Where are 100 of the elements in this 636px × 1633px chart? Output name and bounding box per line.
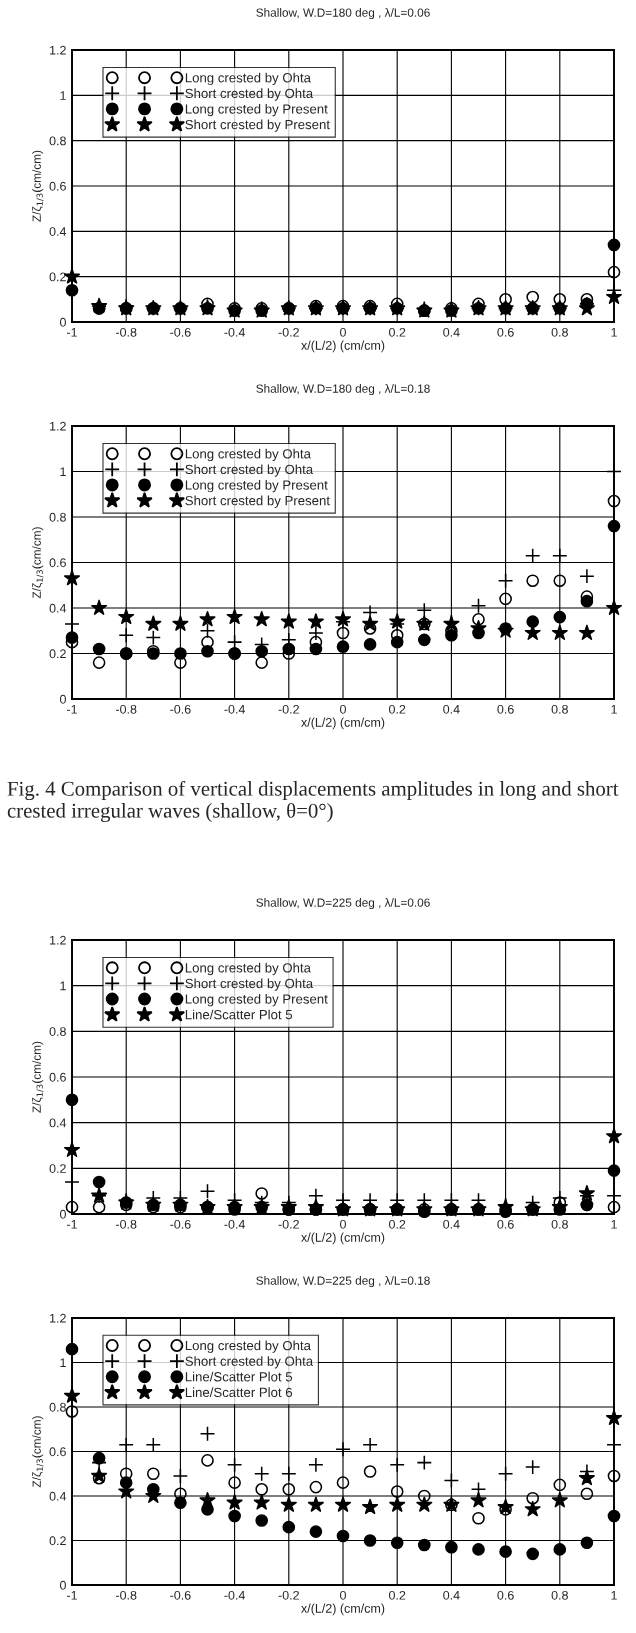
x-tick-label: 0 xyxy=(340,327,346,337)
chart-title: Shallow, W.D=225 deg , λ/L=0.06 xyxy=(256,898,430,910)
y-tick-label: 0.6 xyxy=(49,1072,66,1082)
legend-label: Short crested by Present xyxy=(185,495,330,508)
legend-label: Long crested by Ohta xyxy=(185,72,311,86)
chart-title: Shallow, W.D=225 deg , λ/L=0.18 xyxy=(256,1276,430,1288)
y-tick-label: 0.6 xyxy=(49,181,66,191)
x-tick-label: -1 xyxy=(67,1591,77,1600)
y-tick-label: 1.2 xyxy=(50,45,66,55)
x-tick-label: 0.4 xyxy=(443,1219,460,1229)
x-tick-label: -0.2 xyxy=(278,704,299,714)
y-tick-label: 0 xyxy=(59,694,66,704)
x-tick-label: 0.4 xyxy=(443,704,460,714)
y-tick-label: 0.2 xyxy=(49,272,66,282)
x-tick-label: -0.2 xyxy=(278,1590,299,1600)
x-axis-title: x/(L/2) (cm/cm) xyxy=(301,717,385,730)
x-tick-label: 1 xyxy=(611,705,617,714)
x-tick-label: 0.8 xyxy=(551,1219,568,1229)
x-tick-label: 1 xyxy=(611,328,617,337)
y-tick-label: 0 xyxy=(59,317,66,327)
x-tick-label: 0.8 xyxy=(551,327,568,337)
legend-label: Long crested by Ohta xyxy=(185,1340,311,1353)
y-axis-title: Z/ζ$_{1/3}$(cm/cm) xyxy=(32,150,44,222)
y-tick-label: 0.2 xyxy=(49,1536,66,1546)
y-tick-label: 0.4 xyxy=(49,1491,67,1501)
x-tick-label: 0.4 xyxy=(443,327,460,337)
legend-label: Line/Scatter Plot 5 xyxy=(185,1009,293,1020)
y-tick-label: 1.2 xyxy=(50,935,66,945)
x-tick-label: 0.6 xyxy=(497,704,514,714)
y-axis-title: Z/ζ$_{1/3}$(cm/cm) xyxy=(32,1416,44,1488)
x-tick-label: 0.6 xyxy=(497,327,514,337)
legend-label: Short crested by Present xyxy=(185,119,330,132)
chart-title: Shallow, W.D=180 deg , λ/L=0.06 xyxy=(256,8,430,20)
x-axis-title: x/(L/2) (cm/cm) xyxy=(301,1232,385,1245)
y-tick-label: 0.8 xyxy=(49,136,66,146)
x-tick-label: -1 xyxy=(67,705,77,714)
y-tick-label: 0.8 xyxy=(49,1402,66,1412)
legend-label: Long crested by Present xyxy=(185,994,328,1007)
x-tick-label: 0.6 xyxy=(497,1590,514,1600)
x-tick-label: -0.8 xyxy=(115,327,137,337)
x-tick-label: -0.8 xyxy=(115,1219,137,1229)
x-tick-label: -0.4 xyxy=(224,327,245,337)
y-tick-label: 0.2 xyxy=(49,1164,66,1173)
y-tick-label: 1.2 xyxy=(50,421,66,431)
chart-title: Shallow, W.D=180 deg , λ/L=0.18 xyxy=(256,384,430,396)
x-tick-label: -0.6 xyxy=(170,1590,191,1600)
x-tick-label: -0.4 xyxy=(224,1590,245,1600)
x-tick-label: 0.4 xyxy=(443,1590,460,1600)
x-tick-label: 0 xyxy=(340,1590,346,1600)
y-tick-label: 0.2 xyxy=(49,649,66,659)
y-tick-label: 1 xyxy=(60,467,66,477)
x-tick-label: 1 xyxy=(611,1591,617,1600)
x-tick-label: 0.8 xyxy=(551,1590,568,1600)
x-tick-label: -0.2 xyxy=(278,327,299,337)
x-tick-label: -0.4 xyxy=(224,1219,245,1229)
x-tick-label: -1 xyxy=(67,1220,77,1229)
legend-label: Long crested by Ohta xyxy=(185,962,311,976)
legend-label: Short crested by Ohta xyxy=(185,978,314,991)
x-tick-label: 1 xyxy=(611,1220,617,1229)
y-axis-title: Z/ζ$_{1/3}$(cm/cm) xyxy=(32,527,44,599)
y-tick-label: 0.4 xyxy=(49,227,67,236)
x-tick-label: 0.2 xyxy=(389,704,406,714)
x-tick-label: -1 xyxy=(67,328,77,337)
y-tick-label: 0 xyxy=(59,1580,66,1590)
y-tick-label: 0.8 xyxy=(49,512,66,522)
legend-label: Short crested by Ohta xyxy=(185,1356,314,1369)
legend-label: Short crested by Ohta xyxy=(185,88,314,101)
x-tick-label: 0.8 xyxy=(551,704,568,714)
y-tick-label: 0.4 xyxy=(49,1118,67,1128)
x-tick-label: 0 xyxy=(340,704,346,714)
x-tick-label: -0.6 xyxy=(170,327,191,337)
x-axis-title: x/(L/2) (cm/cm) xyxy=(301,1603,385,1616)
legend-label: Line/Scatter Plot 5 xyxy=(185,1371,293,1382)
legend-label: Line/Scatter Plot 6 xyxy=(185,1387,293,1398)
caption: Fig. 4 Comparison of vertical displacements amplitudes in long and short crested irregular waves (shallow, θ=0°) xyxy=(7,780,619,823)
legend-label: Long crested by Ohta xyxy=(185,448,311,462)
y-tick-label: 0.8 xyxy=(49,1027,66,1036)
y-tick-label: 1 xyxy=(60,1358,66,1368)
x-tick-label: 0.6 xyxy=(497,1219,514,1229)
y-axis-title: Z/ζ$_{1/3}$(cm/cm) xyxy=(32,1041,44,1113)
legend-label: Long crested by Present xyxy=(185,479,328,493)
x-tick-label: -0.2 xyxy=(278,1219,299,1229)
x-axis-title: x/(L/2) (cm/cm) xyxy=(301,340,385,353)
y-tick-label: 0 xyxy=(59,1209,66,1219)
x-tick-label: 0.2 xyxy=(389,327,406,337)
x-tick-label: 0 xyxy=(340,1219,346,1229)
x-tick-label: -0.4 xyxy=(224,704,245,714)
y-tick-label: 1 xyxy=(60,91,66,100)
x-tick-label: 0.2 xyxy=(389,1590,406,1600)
x-tick-label: -0.6 xyxy=(170,704,191,714)
x-tick-label: -0.8 xyxy=(115,704,137,714)
y-tick-label: 1.2 xyxy=(50,1313,66,1323)
y-tick-label: 0.6 xyxy=(49,558,66,568)
x-tick-label: -0.8 xyxy=(115,1590,137,1600)
x-tick-label: 0.2 xyxy=(389,1219,406,1229)
y-tick-label: 0.4 xyxy=(49,603,67,613)
y-tick-label: 0.6 xyxy=(49,1447,66,1457)
x-tick-label: -0.6 xyxy=(170,1219,191,1229)
y-tick-label: 1 xyxy=(60,981,66,991)
legend-label: Short crested by Ohta xyxy=(185,464,314,477)
